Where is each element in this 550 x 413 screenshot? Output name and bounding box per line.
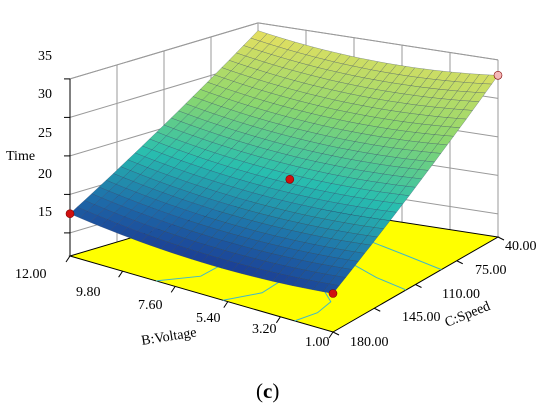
x-tick-label: 3.20 — [252, 322, 277, 337]
z-axis-label: Time — [6, 149, 35, 164]
z-tick-label: 25 — [38, 126, 52, 141]
caption-close: ) — [272, 379, 279, 403]
caption-open: ( — [256, 379, 263, 403]
y-tick-label: 40.00 — [505, 239, 537, 254]
z-tick-label: 15 — [38, 205, 52, 220]
x-axis-ticks: 12.00 9.80 7.60 5.40 3.20 1.00 — [15, 267, 330, 350]
z-tick-label: 20 — [38, 167, 52, 182]
y-axis-ticks: 40.00 75.00 110.00 145.00 180.00 — [350, 239, 537, 350]
y-tick-mark — [497, 236, 505, 241]
x-tick-label: 12.00 — [15, 267, 47, 282]
grid-line — [257, 22, 499, 61]
x-tick-mark — [170, 286, 176, 293]
y-tick-label: 180.00 — [350, 335, 389, 350]
z-axis-ticks: 15 20 25 30 35 — [38, 49, 52, 220]
response-surface — [69, 30, 499, 294]
x-tick-mark — [223, 301, 229, 308]
design-point — [65, 209, 75, 218]
y-tick-mark — [415, 284, 422, 288]
y-tick-label: 145.00 — [402, 310, 441, 325]
z-tick-label: 35 — [38, 49, 52, 64]
x-tick-label: 1.00 — [305, 335, 330, 350]
x-tick-label: 5.40 — [196, 311, 221, 326]
x-tick-mark — [328, 331, 334, 339]
y-axis-label: C:Speed — [443, 299, 493, 331]
x-tick-mark — [118, 270, 124, 278]
design-point — [285, 175, 295, 184]
design-points — [65, 71, 503, 298]
x-tick-label: 9.80 — [76, 285, 101, 300]
y-tick-label: 110.00 — [442, 287, 480, 302]
design-point — [328, 289, 338, 298]
design-point — [493, 71, 503, 80]
x-axis-label: B:Voltage — [140, 325, 197, 349]
z-tick-label: 30 — [38, 87, 52, 102]
y-tick-mark — [374, 307, 381, 312]
y-tick-label: 75.00 — [475, 263, 507, 278]
x-tick-label: 7.60 — [138, 298, 163, 313]
y-tick-mark — [332, 331, 340, 336]
y-tick-mark — [456, 260, 463, 265]
x-tick-mark — [275, 316, 281, 324]
caption-letter: c — [263, 379, 272, 403]
x-tick-mark — [65, 255, 71, 263]
figure-caption: (c) — [256, 379, 279, 403]
